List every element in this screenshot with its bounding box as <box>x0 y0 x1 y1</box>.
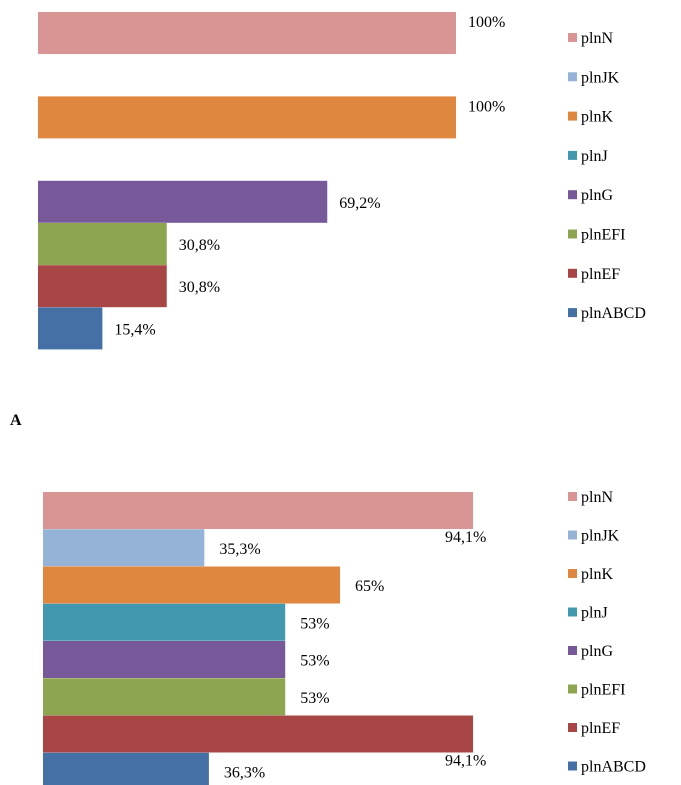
data-label-plnG: 69,2% <box>339 195 380 212</box>
legend-label-plnJ: plnJ <box>581 605 608 622</box>
legend-label-plnJK: plnJK <box>581 528 620 545</box>
data-label-plnJ: 53% <box>300 615 329 632</box>
data-label-plnABCD: 36,3% <box>224 764 265 781</box>
legend-swatch-plnN <box>568 33 577 42</box>
data-label-plnK: 65% <box>355 578 384 595</box>
legend-swatch-plnEFI <box>568 684 577 694</box>
legend-swatch-plnJK <box>568 72 577 82</box>
data-label-plnJK: 35,3% <box>219 541 260 558</box>
legend-label-plnEFI: plnEFI <box>581 227 625 244</box>
legend-swatch-plnJK <box>568 530 577 540</box>
bar-plnN <box>43 492 474 529</box>
bar-plnABCD <box>43 752 209 785</box>
bar-plnN <box>38 12 456 54</box>
legend-swatch-plnK <box>568 569 577 578</box>
legend-swatch-plnABCD <box>568 761 577 771</box>
legend-label-plnABCD: plnABCD <box>581 305 646 322</box>
legend-swatch-plnABCD <box>568 308 577 318</box>
bar-plnABCD <box>38 307 103 350</box>
data-label-plnN: 100% <box>468 14 505 31</box>
data-label-plnN: 94,1% <box>445 529 486 546</box>
legend-swatch-plnEFI <box>568 229 577 239</box>
data-label-plnEF: 94,1% <box>445 753 486 770</box>
data-label-plnK: 100% <box>468 98 505 115</box>
legend-swatch-plnEF <box>568 268 577 278</box>
legend-swatch-plnG <box>568 190 577 200</box>
legend-label-plnEF: plnEF <box>581 266 620 283</box>
legend-label-plnN: plnN <box>581 30 613 47</box>
legend-label-plnEF: plnEF <box>581 720 620 737</box>
legend-swatch-plnG <box>568 646 577 655</box>
chart-2: 94,1% 35,3% 65% 53% 53% 53% 94,1% 36,3% plnN plnJ… <box>43 489 646 785</box>
legend-label-plnJK: plnJK <box>581 69 620 86</box>
bar-plnG <box>43 641 286 678</box>
chart-1: 100% 100% 69,2% 30,8% 30,8% 15,4% plnN plnJK pln… <box>38 12 646 350</box>
data-label-plnEFI: 53% <box>300 690 329 707</box>
legend-label-plnK: plnK <box>581 566 613 583</box>
data-label-plnABCD: 15,4% <box>114 321 155 338</box>
bar-plnJK <box>43 529 205 567</box>
bar-plnK <box>43 566 341 604</box>
panel-label-a: A <box>10 412 22 429</box>
legend-label-plnG: plnG <box>581 643 613 660</box>
legend-label-plnJ: plnJ <box>581 148 608 165</box>
data-label-plnG: 53% <box>300 653 329 670</box>
data-label-plnEFI: 30,8% <box>179 237 220 254</box>
bar-plnEFI <box>38 223 167 265</box>
bar-plnEFI <box>43 678 286 716</box>
data-label-plnEF: 30,8% <box>179 279 220 296</box>
legend-label-plnG: plnG <box>581 187 613 204</box>
legend-label-plnN: plnN <box>581 489 613 506</box>
legend-swatch-plnK <box>568 111 577 121</box>
legend-swatch-plnN <box>568 492 577 501</box>
bar-plnEF <box>43 715 474 753</box>
legend-swatch-plnEF <box>568 723 577 732</box>
legend-swatch-plnJ <box>568 607 577 617</box>
bar-plnG <box>38 180 328 223</box>
legend-label-plnABCD: plnABCD <box>581 759 646 776</box>
bar-plnJ <box>43 603 286 641</box>
legend-label-plnK: plnK <box>581 109 613 126</box>
legend-label-plnEFI: plnEFI <box>581 682 625 699</box>
bar-plnK <box>38 96 456 139</box>
legend-swatch-plnJ <box>568 150 577 160</box>
bar-plnEF <box>38 265 167 308</box>
